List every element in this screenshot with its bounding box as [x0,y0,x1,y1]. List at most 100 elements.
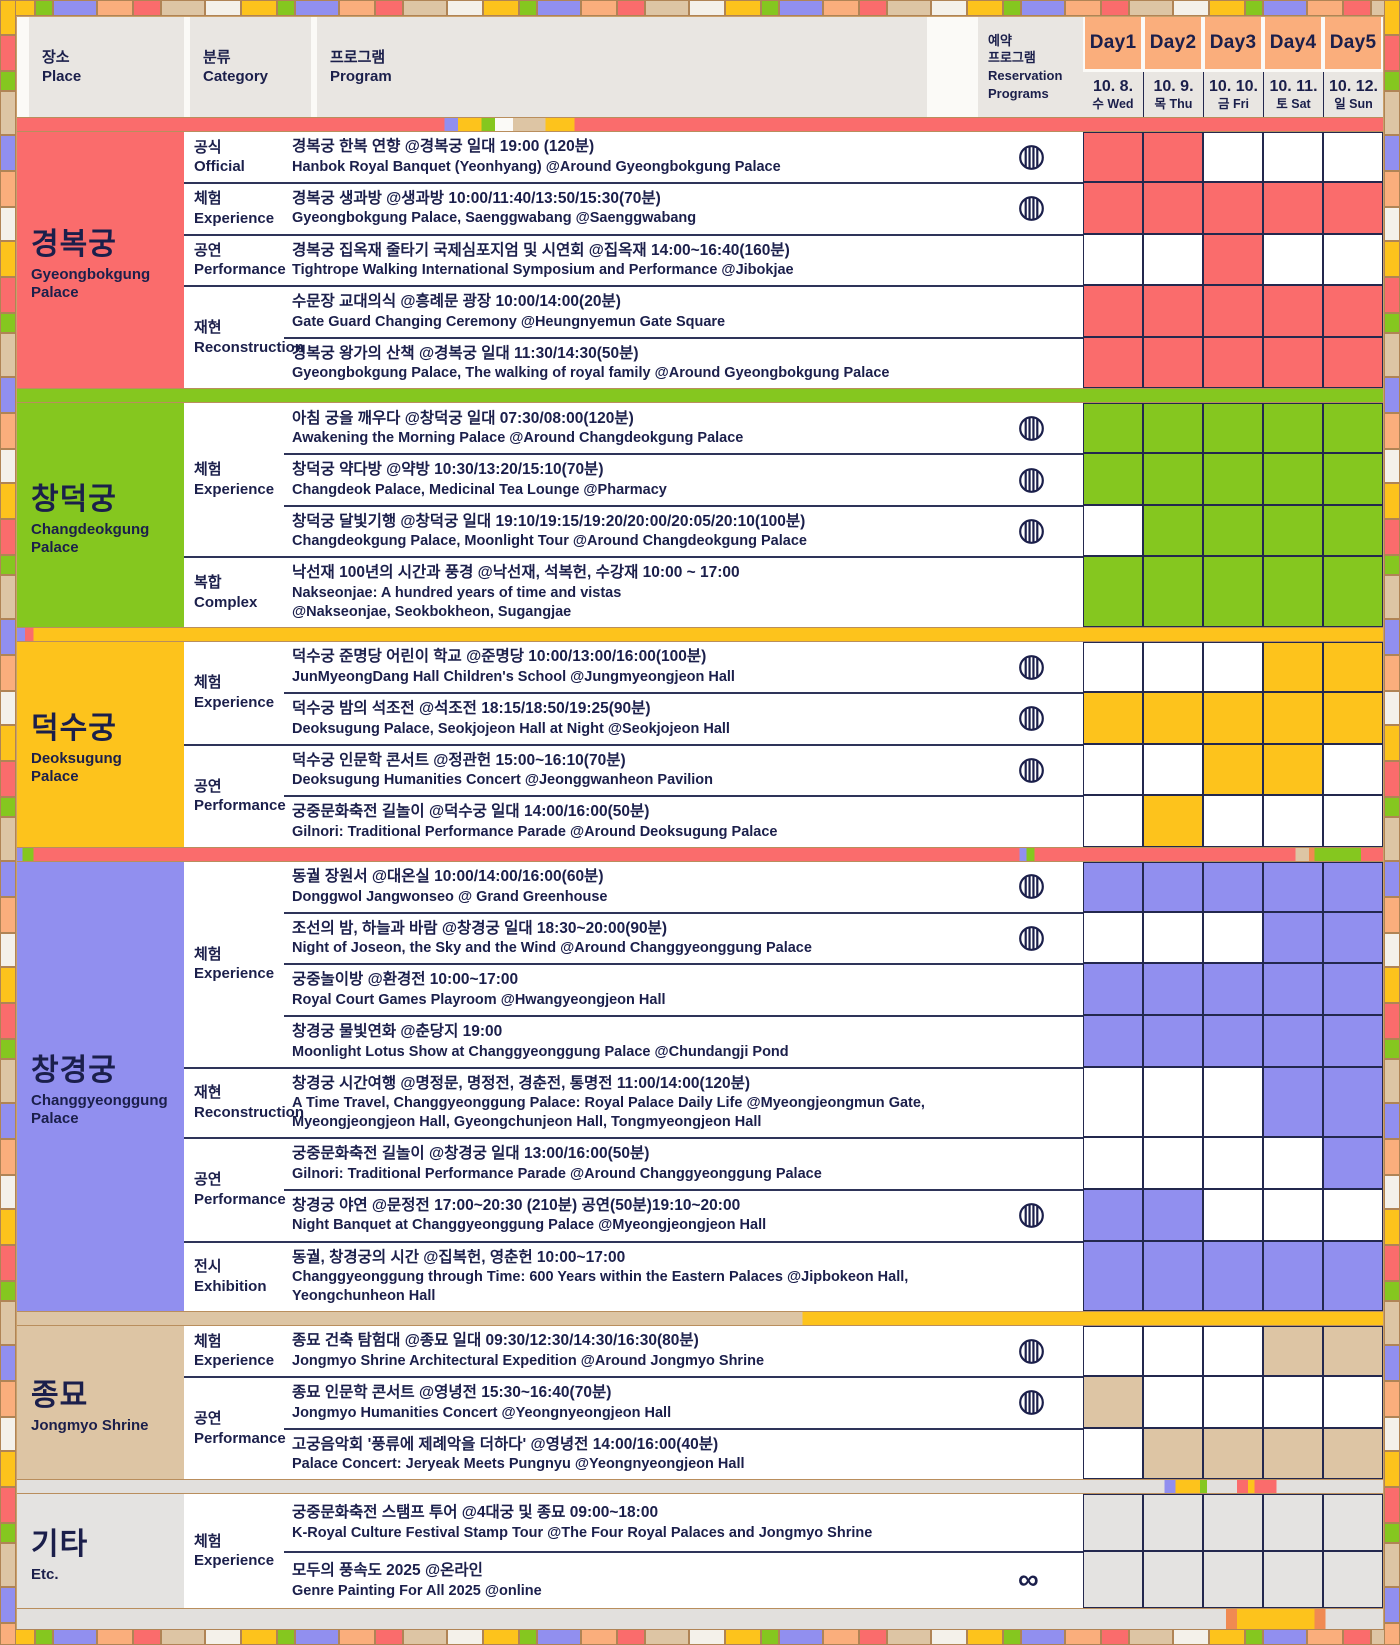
day-date-weekday: 일 Sun [1334,96,1373,111]
program-cell: 창경궁 물빛연화 @춘당지 19:00 Moonlight Lotus Show … [284,1015,933,1067]
section-divider-band [17,117,1383,132]
day-cell-day5 [1323,285,1383,337]
program-cell: 궁중문화축전 길놀이 @창경궁 일대 13:00/16:00(50분) Gilno… [284,1137,933,1189]
program-title-en2: Yeongchunheon Hall [292,1288,436,1305]
reservation-cell [933,504,1083,557]
day-cell-day5 [1323,132,1383,182]
day-cell-day2 [1143,1427,1203,1480]
program-title-kr: 창경궁 물빛연화 @춘당지 19:00 [292,1023,503,1041]
reservation-icon [1019,926,1044,952]
day-cell-day4 [1263,233,1323,286]
category-group: 체험 Experience 덕수궁 준명당 어린이 학교 @준명당 10:00/13… [184,642,1383,744]
category-label-en: Performance [194,1190,286,1208]
section-changdeokgung: 창덕궁 Changdeokgung Palace 체험 Experience 아침 궁을… [17,388,1383,628]
day-date: 10. 10. 금 Fri [1203,72,1263,117]
section-body: 창경궁 Changgyeonggung Palace 체험 Experience 동궐 … [17,861,1383,1312]
place-name-en: Changgyeonggung Palace [31,1092,168,1128]
day-cell-day1 [1083,1326,1143,1377]
day-cell-day5 [1323,1015,1383,1067]
reservation-icon [1019,1203,1044,1229]
section-body: 덕수궁 Deoksugung Palace 체험 Experience 덕수궁 준명당 … [17,642,1383,847]
program-title-en2: @Nakseonjae, Seokbokheon, Sugangjae [292,604,572,621]
program-title-kr: 모두의 풍속도 2025 @온라인 [292,1562,483,1580]
day-cell-day5 [1323,795,1383,847]
program-title-kr: 경복궁 왕가의 산책 @경복궁 일대 11:30/14:30(50분) [292,344,639,362]
day-cell-day2 [1143,336,1203,389]
place-name-en: Gyeongbokgung Palace [31,265,151,301]
day-cell-day3 [1203,1427,1263,1480]
category-label-en: Reconstruction [194,338,305,356]
header-place: 장소 Place [29,17,184,117]
day-cell-day2 [1143,795,1203,847]
reservation-cell [933,1376,1083,1428]
program-title-kr: 궁중문화축전 길놀이 @덕수궁 일대 14:00/16:00(50분) [292,803,650,821]
category-cell: 체험 Experience [184,403,284,556]
program-title-kr: 궁중문화축전 길놀이 @창경궁 일대 13:00/16:00(50분) [292,1145,650,1163]
day-cell-day4 [1263,1015,1323,1067]
day-cell-day5 [1323,1326,1383,1377]
day-cell-day4 [1263,1326,1323,1377]
day-cell-day5 [1323,692,1383,744]
reservation-icon [1019,196,1044,222]
mosaic-border-right [1384,0,1400,1645]
program-title-kr: 고궁음악회 '풍류에 제례악을 더하다' @영녕전 14:00/16:00(40… [292,1435,719,1453]
day-cell-day3 [1203,1494,1263,1552]
day-date: 10. 8. 수 Wed [1083,72,1143,117]
day-cell-day5 [1323,963,1383,1016]
day-cell-day4 [1263,182,1323,234]
reservation-cell [933,1066,1083,1138]
program-title-kr: 동궐 장원서 @대온실 10:00/14:00/16:00(60분) [292,868,604,886]
program-cell: 창덕궁 약다방 @약방 10:30/13:20/15:10(70분) Changd… [284,453,933,505]
day-cell-day5 [1323,556,1383,628]
day-cell-day3 [1203,132,1263,182]
reservation-cell [933,911,1083,964]
day-cell-day2 [1143,403,1203,454]
day-cell-day1 [1083,1494,1143,1552]
day-cell-day2 [1143,1015,1203,1067]
program-title-en: Hanbok Royal Banquet (Yeonhyang) @Around… [292,158,781,175]
category-label-en: Exhibition [194,1277,267,1295]
category-label-kr: 공식 [194,138,222,156]
program-title-kr: 종묘 건축 탐험대 @종묘 일대 09:30/12:30/14:30/16:30… [292,1332,699,1350]
day-cell-day3 [1203,233,1263,286]
program-title-en: Deoksugung Humanities Concert @Jeonggwan… [292,772,713,789]
category-group: 재현 Reconstruction 창경궁 시간여행 @명정문, 명정전, 경춘전,… [184,1066,1383,1138]
place-name-kr: 덕수궁 [31,712,117,746]
day-cell-day5 [1323,453,1383,505]
reservation-cell [933,233,1083,286]
day-cell-day5 [1323,504,1383,557]
day-badge: Day5 [1325,17,1381,69]
day-cell-day4 [1263,861,1323,912]
day-header-day3: Day3 10. 10. 금 Fri [1203,17,1263,117]
category-label-en: Experience [194,480,275,498]
program-title-en: Royal Court Games Playroom @Hwangyeongje… [292,991,666,1008]
day-cell-day4 [1263,1427,1323,1480]
day-cell-day1 [1083,1240,1143,1312]
reservation-icon [1019,654,1044,680]
day-cell-day3 [1203,403,1263,454]
day-cell-day4 [1263,453,1323,505]
category-label-kr: 체험 [194,1332,222,1350]
day-cell-day1 [1083,453,1143,505]
category-label-kr: 공연 [194,1171,222,1189]
category-label-kr: 공연 [194,241,222,259]
reservation-cell [933,1427,1083,1480]
program-title-en: A Time Travel, Changgyeonggung Palace: R… [292,1095,925,1112]
place-name-kr: 경복궁 [31,227,117,261]
day-cell-day4 [1263,1066,1323,1138]
program-title-kr: 창경궁 야연 @문정전 17:00~20:30 (210분) 공연(50분)19… [292,1196,741,1214]
day-cell-day4 [1263,556,1323,628]
program-title-kr: 조선의 밤, 하늘과 바람 @창경궁 일대 18:30~20:00(90분) [292,919,668,937]
mosaic-border-bottom [0,1629,1400,1645]
day-cell-day4 [1263,1376,1323,1428]
program-title-en: Awakening the Morning Palace @Around Cha… [292,429,744,446]
category-label-kr: 재현 [194,1084,222,1102]
program-rows: 체험 Experience 동궐 장원서 @대온실 10:00/14:00/16:0… [184,861,1383,1312]
reservation-cell [933,743,1083,796]
day-cell-day1 [1083,795,1143,847]
day-cell-day2 [1143,1326,1203,1377]
day-cell-day3 [1203,861,1263,912]
day-cell-day3 [1203,453,1263,505]
reservation-cell: ∞ [933,1551,1083,1608]
program-title-kr: 낙선재 100년의 시간과 풍경 @낙선재, 석복헌, 수강재 10:00 ~ … [292,564,740,582]
